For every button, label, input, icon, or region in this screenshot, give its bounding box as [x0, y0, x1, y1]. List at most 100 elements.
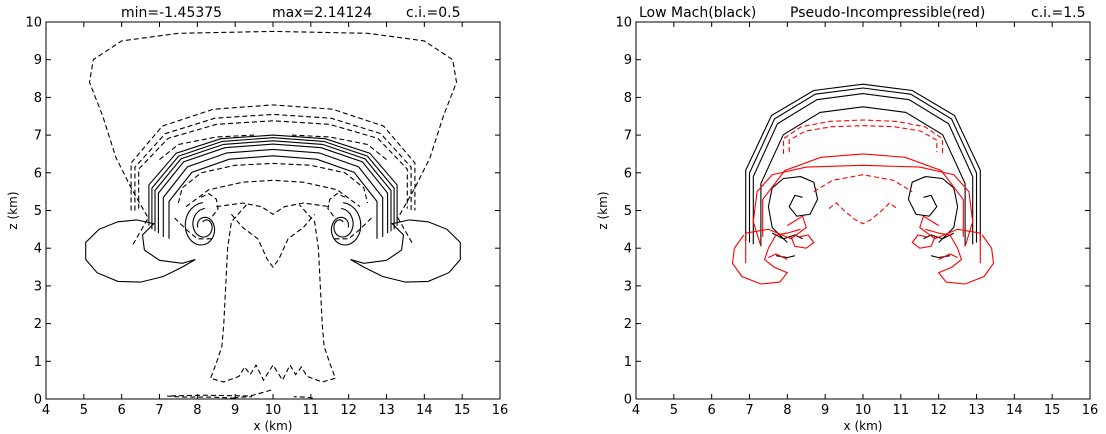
x-axis-label: x (km) — [844, 419, 883, 433]
chart-title-part-3: c.i.=1.5 — [1031, 5, 1085, 21]
x-tick-label: 15 — [1044, 403, 1061, 418]
solid-contour-3 — [919, 215, 981, 264]
y-tick-label: 8 — [34, 91, 42, 106]
dashed-contour-12 — [333, 217, 372, 240]
x-tick-label: 4 — [632, 403, 640, 418]
dashed-contour-17 — [167, 389, 274, 399]
dashed-contour-14 — [209, 204, 337, 383]
x-tick-label: 14 — [416, 403, 433, 418]
solid-contour-1 — [151, 137, 395, 230]
dashed-contour-2 — [813, 174, 913, 193]
dashed-contour-9 — [185, 179, 361, 208]
y-tick-label: 6 — [34, 166, 42, 181]
solid-contour-2 — [745, 215, 807, 264]
x-axis-label: x (km) — [254, 419, 293, 433]
x-tick-label: 7 — [745, 403, 753, 418]
x-tick-label: 8 — [783, 403, 791, 418]
x-tick-label: 12 — [340, 403, 357, 418]
solid-contour-4 — [162, 148, 384, 237]
solid-contour-8 — [192, 207, 213, 238]
chart-title-part-1: Low Mach(black) — [639, 5, 756, 21]
x-tick-label: 16 — [492, 403, 509, 418]
y-tick-label: 7 — [624, 129, 632, 144]
x-tick-label: 13 — [968, 403, 985, 418]
dashed-contour-4 — [134, 113, 412, 211]
solid-contour-8 — [775, 255, 796, 259]
solid-contour-2 — [752, 93, 974, 245]
dashed-contour-16 — [327, 192, 346, 217]
solid-contour-3 — [760, 106, 966, 247]
y-tick-label: 1 — [624, 355, 632, 370]
y-tick-label: 6 — [624, 166, 632, 181]
solid-contour-5 — [907, 176, 959, 243]
dashed-contour-1 — [293, 396, 313, 399]
y-tick-label: 4 — [34, 242, 42, 257]
dashed-contour-7 — [291, 134, 387, 161]
x-tick-label: 10 — [855, 403, 872, 418]
x-tick-label: 6 — [118, 403, 126, 418]
solid-contour-0 — [148, 134, 398, 226]
dashed-contour-11 — [174, 217, 213, 240]
y-tick-label: 0 — [34, 393, 42, 408]
x-tick-label: 13 — [378, 403, 395, 418]
x-tick-label: 14 — [1006, 403, 1023, 418]
x-tick-label: 9 — [231, 403, 239, 418]
chart-title-part-1: min=-1.45375 — [121, 5, 222, 21]
dashed-contour-0 — [782, 119, 944, 154]
dashed-contour-2 — [88, 30, 458, 245]
x-tick-label: 6 — [708, 403, 716, 418]
x-tick-label: 9 — [821, 403, 829, 418]
y-tick-label: 3 — [34, 279, 42, 294]
y-tick-label: 9 — [624, 53, 632, 68]
chart-title-part-2: max=2.14124 — [272, 5, 372, 21]
y-tick-label: 4 — [624, 242, 632, 257]
solid-contour-6 — [790, 234, 815, 249]
dashed-contour-1 — [788, 125, 938, 153]
contour-lines — [85, 30, 461, 399]
x-tick-label: 10 — [265, 403, 282, 418]
chart-title-part-3: c.i.=0.5 — [406, 5, 460, 21]
solid-contour-1 — [748, 87, 978, 243]
y-tick-label: 7 — [34, 129, 42, 144]
dashed-contour-15 — [200, 192, 219, 217]
dashed-contour-13 — [230, 213, 316, 269]
y-tick-label: 0 — [624, 393, 632, 408]
dashed-contour-3 — [130, 104, 416, 211]
y-axis-label: z (km) — [6, 191, 20, 229]
solid-contour-3 — [157, 143, 389, 234]
dashed-contour-6 — [159, 134, 255, 161]
x-tick-label: 7 — [155, 403, 163, 418]
chart-title-part-2: Pseudo-Incompressible(red) — [790, 5, 985, 21]
x-tick-label: 5 — [80, 403, 88, 418]
solid-contour-8 — [768, 253, 788, 260]
y-tick-label: 8 — [624, 91, 632, 106]
y-tick-label: 2 — [34, 317, 42, 332]
solid-contour-7 — [911, 234, 936, 249]
dashed-contour-3 — [828, 202, 898, 225]
dashed-contour-10 — [216, 202, 330, 215]
solid-contour-4 — [767, 176, 819, 243]
x-tick-label: 12 — [930, 403, 947, 418]
x-tick-label: 11 — [893, 403, 910, 418]
x-tick-label: 15 — [454, 403, 471, 418]
solid-contour-11 — [350, 219, 461, 283]
solid-contour-4 — [731, 228, 801, 285]
solid-contour-7 — [330, 202, 362, 246]
x-tick-label: 4 — [42, 403, 50, 418]
y-tick-label: 9 — [34, 53, 42, 68]
solid-contour-5 — [168, 155, 378, 239]
contour-lines — [731, 83, 995, 285]
solid-contour-0 — [762, 153, 964, 237]
y-tick-label: 2 — [624, 317, 632, 332]
solid-contour-0 — [745, 83, 981, 241]
x-tick-label: 8 — [193, 403, 201, 418]
y-axis-label: z (km) — [596, 191, 610, 229]
solid-contour-9 — [930, 255, 951, 259]
plot-frame — [45, 21, 501, 400]
solid-contour-10 — [85, 219, 196, 283]
solid-contour-9 — [938, 253, 958, 260]
y-tick-label: 3 — [624, 279, 632, 294]
